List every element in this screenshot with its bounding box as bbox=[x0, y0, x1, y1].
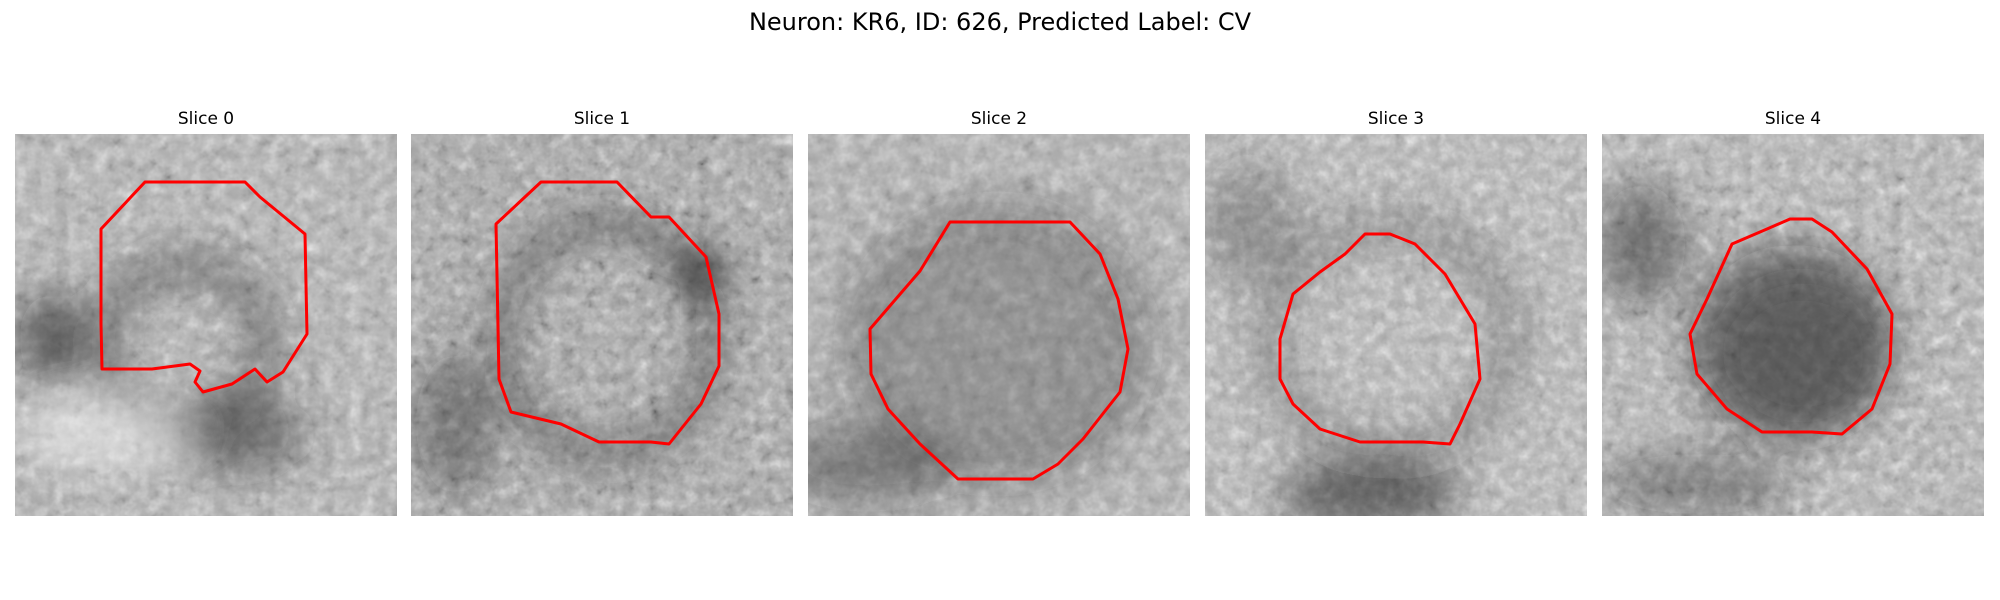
slice-image-2 bbox=[808, 134, 1190, 516]
slice-contour-1 bbox=[494, 180, 721, 446]
slice-image-0 bbox=[15, 134, 397, 516]
slice-contour-4 bbox=[1688, 217, 1894, 436]
slice-title-0: Slice 0 bbox=[177, 109, 235, 129]
slice-title-2: Slice 2 bbox=[970, 109, 1028, 129]
slice-title-1: Slice 1 bbox=[573, 109, 631, 129]
slice-title-4: Slice 4 bbox=[1764, 109, 1822, 129]
slice-contour-2 bbox=[868, 220, 1130, 481]
slice-image-4 bbox=[1602, 134, 1984, 516]
figure-title: Neuron: KR6, ID: 626, Predicted Label: C… bbox=[748, 8, 1252, 36]
slice-contour-3 bbox=[1278, 232, 1482, 446]
slice-contour-0 bbox=[99, 180, 309, 394]
slice-image-1 bbox=[411, 134, 793, 516]
slice-image-3 bbox=[1205, 134, 1587, 516]
slice-title-3: Slice 3 bbox=[1367, 109, 1425, 129]
